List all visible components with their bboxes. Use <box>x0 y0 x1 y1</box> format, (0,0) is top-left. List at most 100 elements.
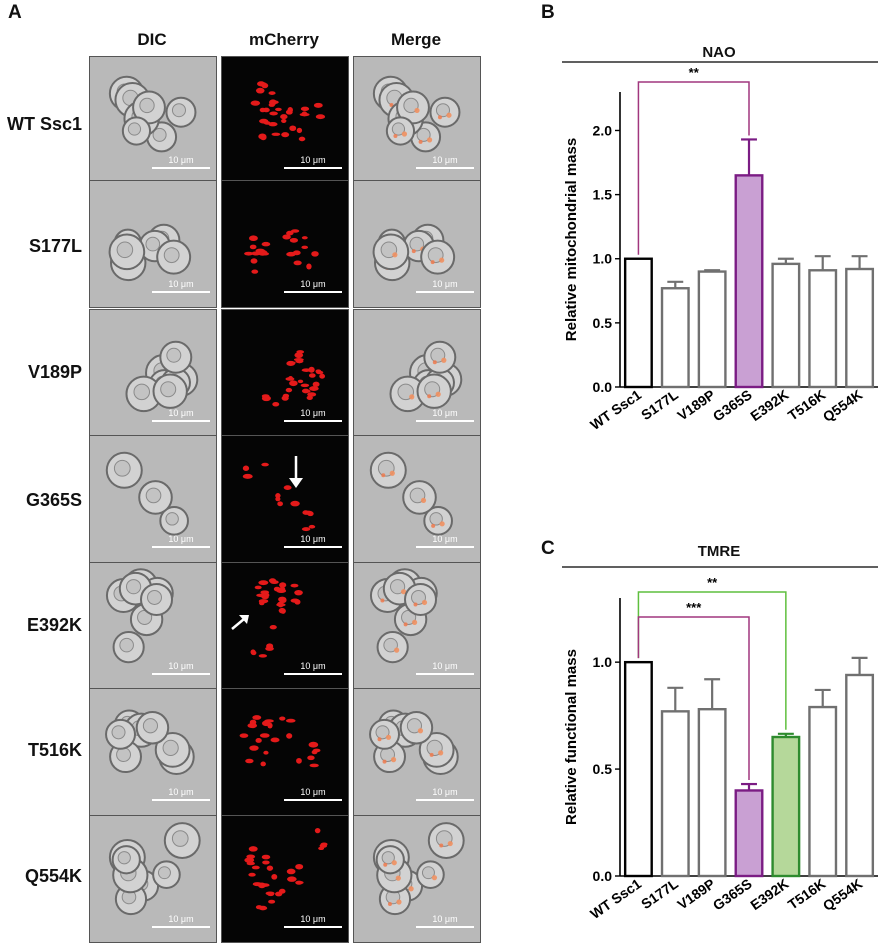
scale-bar-label: 10 μm <box>168 914 193 924</box>
mitochondria-signal <box>309 763 319 768</box>
scale-bar-label: 10 μm <box>300 155 325 165</box>
mitochondria-signal <box>262 107 270 113</box>
x-tick-label: Q554K <box>820 386 866 425</box>
row-label-q554k: Q554K <box>24 866 82 886</box>
y-tick-label: 0.5 <box>593 315 613 331</box>
bar <box>808 705 838 878</box>
mitochondria-signal <box>294 589 303 596</box>
merge-image-5: 10 μm <box>353 688 481 816</box>
significance-bracket <box>637 616 750 781</box>
bar <box>623 660 653 878</box>
mitochondria-signal <box>286 230 294 236</box>
mitochondria-signal <box>295 863 304 870</box>
mitochondria-signal <box>278 586 286 592</box>
mitochondria-signal <box>273 586 281 592</box>
mitochondria-signal <box>290 229 300 233</box>
mitochondria-signal <box>258 600 265 606</box>
column-header-mcherry: mCherry <box>249 30 319 49</box>
mitochondria-signal <box>313 102 323 108</box>
scale-bar-label: 10 μm <box>432 155 457 165</box>
mitochondria-signal <box>268 578 277 583</box>
bar <box>660 710 690 878</box>
y-tick-label: 2.0 <box>593 122 613 138</box>
row-label-g365s: G365S <box>25 490 82 510</box>
mitochondria-signal <box>285 718 296 723</box>
mitochondria-signal <box>265 891 275 896</box>
dic-image-4: 10 μm <box>89 562 217 690</box>
x-tick-label: G365S <box>710 875 755 913</box>
mitochondria-signal <box>281 395 289 401</box>
x-tick-label: S177L <box>638 875 681 912</box>
mitochondria-signal <box>289 237 299 243</box>
merge-image-6: 10 μm <box>353 815 481 943</box>
mitochondria-signal <box>269 624 277 630</box>
mitochondria-signal <box>258 82 267 87</box>
mitochondria-signal <box>248 872 256 877</box>
mitochondria-signal <box>246 861 255 866</box>
mitochondria-signal <box>249 244 257 250</box>
dic-image-3: 10 μm <box>89 435 217 563</box>
merge-image-3: 10 μm <box>353 435 481 563</box>
mitochondria-signal <box>300 106 310 112</box>
panel-b-letter: B <box>541 2 555 23</box>
mitochondria-signal <box>258 882 266 889</box>
mitochondria-signal <box>251 259 258 264</box>
bar <box>808 269 838 389</box>
mitochondria-signal <box>283 485 292 490</box>
mitochondria-signal <box>290 500 300 507</box>
y-tick-label: 1.0 <box>593 251 613 267</box>
mitochondria-signal <box>268 899 276 904</box>
row-label-e392k: E392K <box>26 615 82 635</box>
mitochondria-signal <box>315 114 326 120</box>
y-tick-label: 0.0 <box>593 868 613 884</box>
mitochondria-signal <box>245 758 254 764</box>
mitochondria-signal <box>286 868 296 875</box>
bar <box>623 257 653 389</box>
x-tick-label: G365S <box>710 386 755 424</box>
tmre-header: TMRE <box>697 543 741 560</box>
mitochondria-signal <box>308 366 315 373</box>
mitochondria-signal <box>277 501 283 507</box>
mitochondria-signal <box>296 359 303 364</box>
mitochondria-signal <box>255 87 265 94</box>
mitochondria-signal <box>249 745 259 751</box>
bar <box>697 707 727 878</box>
scale-bar-label: 10 μm <box>168 534 193 544</box>
panel-a-letter: A <box>8 2 22 23</box>
mitochondria-signal <box>251 865 260 870</box>
mcherry-image-4: 10 μm <box>221 562 349 690</box>
mitochondria-signal <box>244 857 255 863</box>
x-tick-label: E392K <box>747 386 791 424</box>
scale-bar-label: 10 μm <box>432 661 457 671</box>
mitochondria-signal <box>271 873 278 880</box>
mitochondria-signal <box>287 106 293 113</box>
mitochondria-signal <box>307 755 315 761</box>
mitochondria-signal <box>301 388 310 394</box>
mitochondria-signal <box>301 236 308 240</box>
mitochondria-signal <box>285 387 293 393</box>
mitochondria-signal <box>247 723 258 729</box>
mitochondria-signal <box>318 846 325 851</box>
row-label-v189p: V189P <box>27 362 82 382</box>
x-tick-label: Q554K <box>820 875 866 914</box>
y-axis-label: Relative mitochondrial mass <box>563 138 580 341</box>
significance-label: *** <box>686 600 702 615</box>
significance-label: ** <box>689 65 700 80</box>
mcherry-image-2: 10 μm <box>221 309 349 437</box>
mitochondria-signal <box>319 373 326 379</box>
mitochondria-signal <box>262 720 271 727</box>
mitochondria-signal <box>281 118 287 123</box>
mitochondria-signal <box>286 733 293 739</box>
scale-bar-label: 10 μm <box>300 787 325 797</box>
mitochondria-signal <box>252 715 262 720</box>
merge-image-4: 10 μm <box>353 562 481 690</box>
mitochondria-signal <box>280 114 288 120</box>
x-tick-label: E392K <box>747 875 791 913</box>
mitochondria-signal <box>255 737 262 743</box>
mcherry-image-1: 10 μm <box>221 180 349 308</box>
mitochondria-signal <box>280 608 286 614</box>
x-tick-label: T516K <box>785 386 829 423</box>
mitochondria-signal <box>263 121 271 125</box>
mitochondria-signal <box>254 585 262 590</box>
mitochondria-signal <box>244 251 254 256</box>
